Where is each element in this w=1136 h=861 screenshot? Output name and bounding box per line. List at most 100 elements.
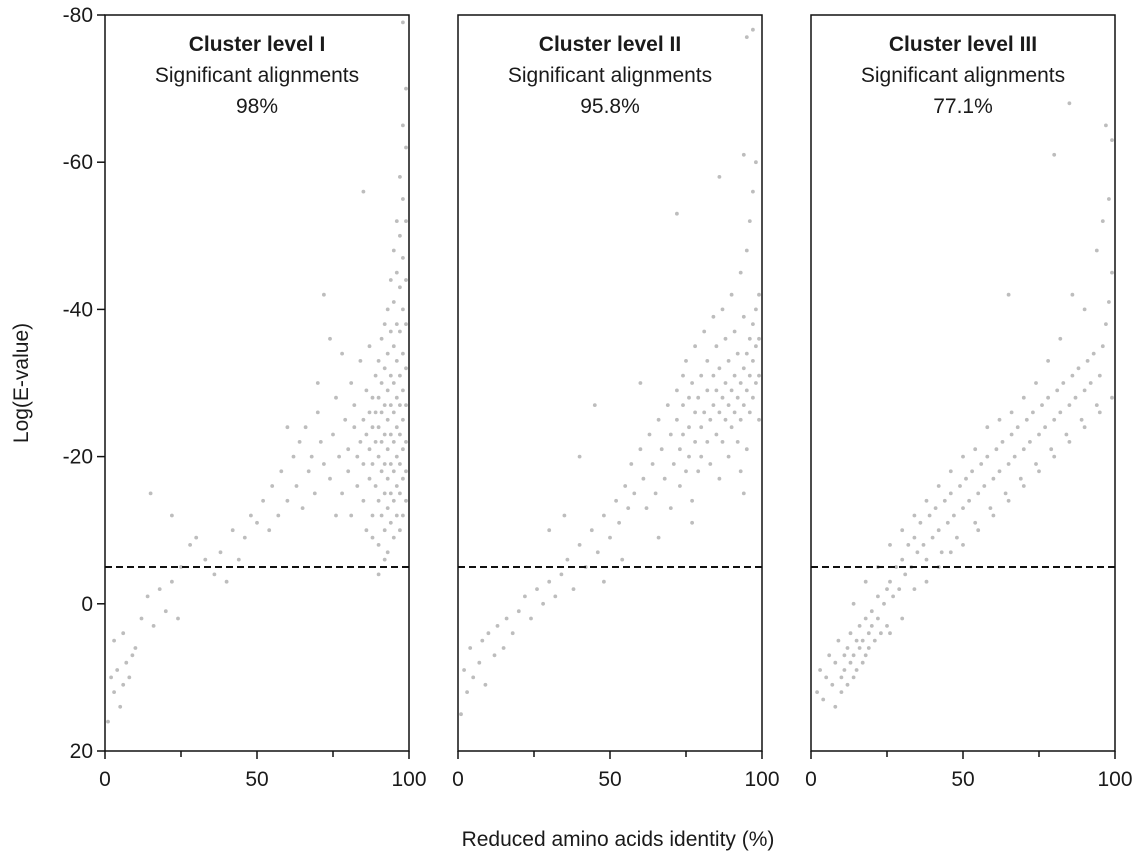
- data-point: [754, 344, 758, 349]
- data-point: [267, 528, 272, 533]
- data-point: [398, 285, 402, 290]
- data-point: [617, 520, 621, 525]
- data-point: [285, 498, 290, 503]
- data-point: [382, 528, 387, 533]
- data-point: [690, 520, 694, 525]
- data-point: [249, 513, 253, 518]
- data-point: [373, 410, 378, 415]
- data-point: [370, 395, 375, 400]
- x-tick-label: 50: [598, 768, 621, 791]
- data-point: [379, 469, 384, 474]
- data-point: [370, 462, 375, 466]
- data-point: [236, 557, 241, 562]
- data-point: [708, 462, 713, 466]
- data-point: [711, 314, 716, 319]
- data-point: [1034, 462, 1038, 466]
- data-point: [379, 381, 384, 385]
- data-point: [702, 410, 707, 415]
- data-point: [492, 653, 497, 658]
- data-point: [647, 432, 652, 437]
- data-point: [394, 270, 399, 275]
- data-point: [699, 454, 704, 459]
- data-point: [151, 624, 156, 628]
- y-tick-label: 20: [70, 740, 93, 763]
- data-point: [315, 410, 320, 415]
- data-point: [145, 594, 150, 599]
- data-point: [394, 484, 399, 488]
- data-point: [1046, 359, 1050, 363]
- data-point: [717, 175, 722, 179]
- data-point: [562, 513, 567, 518]
- data-point: [738, 270, 743, 275]
- data-point: [224, 579, 229, 584]
- data-point: [349, 381, 354, 385]
- data-point: [1040, 403, 1044, 407]
- data-point: [358, 359, 363, 363]
- panel-percentage: 95.8%: [580, 95, 640, 118]
- data-point: [900, 528, 905, 533]
- data-point: [373, 373, 378, 378]
- data-point: [757, 417, 761, 422]
- data-point: [885, 587, 889, 591]
- data-point: [885, 624, 889, 628]
- data-point: [276, 513, 281, 518]
- data-point: [854, 668, 859, 672]
- data-point: [401, 20, 405, 25]
- data-point: [1097, 410, 1102, 415]
- data-point: [388, 432, 393, 437]
- data-point: [726, 359, 731, 363]
- data-point: [188, 543, 193, 547]
- data-point: [675, 388, 679, 393]
- data-point: [115, 668, 120, 672]
- data-point: [1000, 440, 1005, 444]
- data-point: [681, 432, 685, 437]
- data-point: [121, 682, 126, 687]
- data-point: [391, 300, 396, 304]
- data-point: [751, 189, 755, 194]
- panel-2: 0 50 100 Cluster level II Significant alignm…: [452, 14, 780, 791]
- panel-subtitle: Significant alignments: [508, 64, 712, 87]
- data-point: [751, 27, 755, 32]
- data-point: [373, 440, 378, 444]
- data-point: [1067, 101, 1072, 106]
- data-point: [717, 476, 722, 481]
- data-point: [711, 373, 716, 378]
- data-point: [662, 476, 667, 481]
- data-point: [976, 528, 981, 533]
- data-point: [1088, 381, 1093, 385]
- data-point: [930, 535, 935, 540]
- data-point: [391, 440, 396, 444]
- data-point: [982, 484, 987, 488]
- data-point: [394, 219, 399, 224]
- data-point: [863, 579, 868, 584]
- data-point: [973, 520, 978, 525]
- data-point: [1079, 417, 1084, 422]
- data-point: [1052, 454, 1057, 459]
- data-point: [882, 601, 886, 606]
- data-point: [337, 454, 341, 459]
- data-point: [851, 601, 856, 606]
- data-point: [358, 440, 363, 444]
- data-point: [404, 440, 408, 444]
- data-point: [1107, 197, 1111, 201]
- data-point: [860, 638, 865, 643]
- data-point: [118, 704, 123, 709]
- data-point: [747, 410, 752, 415]
- data-point: [388, 278, 393, 282]
- data-point: [394, 359, 399, 363]
- data-point: [1064, 432, 1069, 437]
- data-point: [1006, 498, 1011, 503]
- data-point: [398, 432, 402, 437]
- data-point: [747, 336, 752, 341]
- data-point: [696, 395, 701, 400]
- data-point: [322, 462, 326, 466]
- data-point: [644, 506, 649, 510]
- data-point: [699, 373, 704, 378]
- data-point: [1061, 381, 1066, 385]
- data-point: [401, 307, 405, 312]
- data-point: [754, 307, 758, 312]
- data-point: [382, 432, 387, 437]
- data-point: [212, 572, 217, 577]
- data-point: [1082, 425, 1087, 430]
- data-point: [699, 425, 704, 430]
